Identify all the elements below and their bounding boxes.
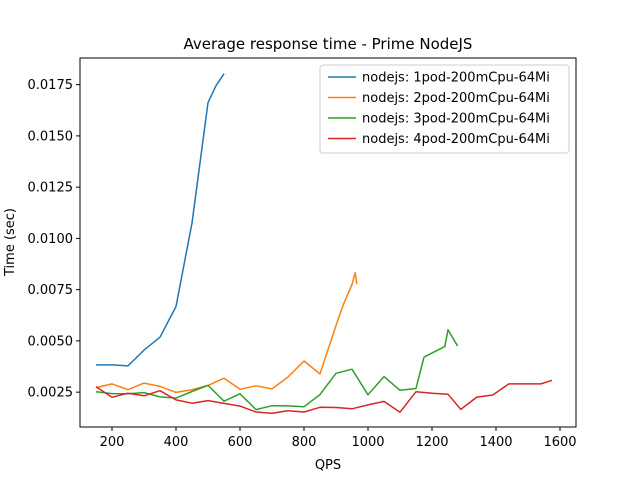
series-line-2 <box>95 272 358 394</box>
y-tick-label: 0.0175 <box>28 78 74 93</box>
x-tick-label: 1200 <box>415 435 448 450</box>
y-tick-label: 0.0025 <box>28 386 74 401</box>
y-tick-label: 0.0075 <box>28 283 74 298</box>
x-axis: 200 400 600 800 1000 1200 1400 1600 <box>100 427 577 450</box>
x-tick-label: 200 <box>100 435 125 450</box>
y-tick-label: 0.0100 <box>28 232 74 247</box>
x-tick-label: 1000 <box>351 435 384 450</box>
legend-label-4: nodejs: 4pod-200mCpu-64Mi <box>362 132 550 147</box>
y-axis: 0.0025 0.0050 0.0075 0.0100 0.0125 0.0150 0.01… <box>28 78 80 401</box>
series-line-3 <box>95 329 459 411</box>
y-tick-label: 0.0050 <box>28 334 74 349</box>
legend-box <box>319 64 570 154</box>
legend: nodejs: 1pod-200mCpu-64Mi nodejs: 2pod-20… <box>319 64 570 154</box>
x-tick-label: 1400 <box>479 435 512 450</box>
plot-frame <box>79 57 577 428</box>
y-tick-label: 0.0150 <box>28 129 74 144</box>
y-tick-label: 0.0125 <box>28 181 74 196</box>
series-line-1 <box>96 73 225 367</box>
chart-title: Average response time - Prime NodeJS <box>184 35 473 53</box>
legend-label-1: nodejs: 1pod-200mCpu-64Mi <box>362 71 550 86</box>
x-axis-label: QPS <box>315 458 341 473</box>
x-tick-label: 400 <box>164 435 189 450</box>
y-axis-label: Time (sec) <box>3 208 18 277</box>
x-tick-label: 1600 <box>543 435 576 450</box>
x-tick-label: 600 <box>228 435 253 450</box>
x-tick-label: 800 <box>292 435 317 450</box>
legend-label-2: nodejs: 2pod-200mCpu-64Mi <box>362 91 550 106</box>
series-line-4 <box>95 379 553 415</box>
legend-label-3: nodejs: 3pod-200mCpu-64Mi <box>362 112 550 127</box>
series-layer <box>95 73 553 415</box>
